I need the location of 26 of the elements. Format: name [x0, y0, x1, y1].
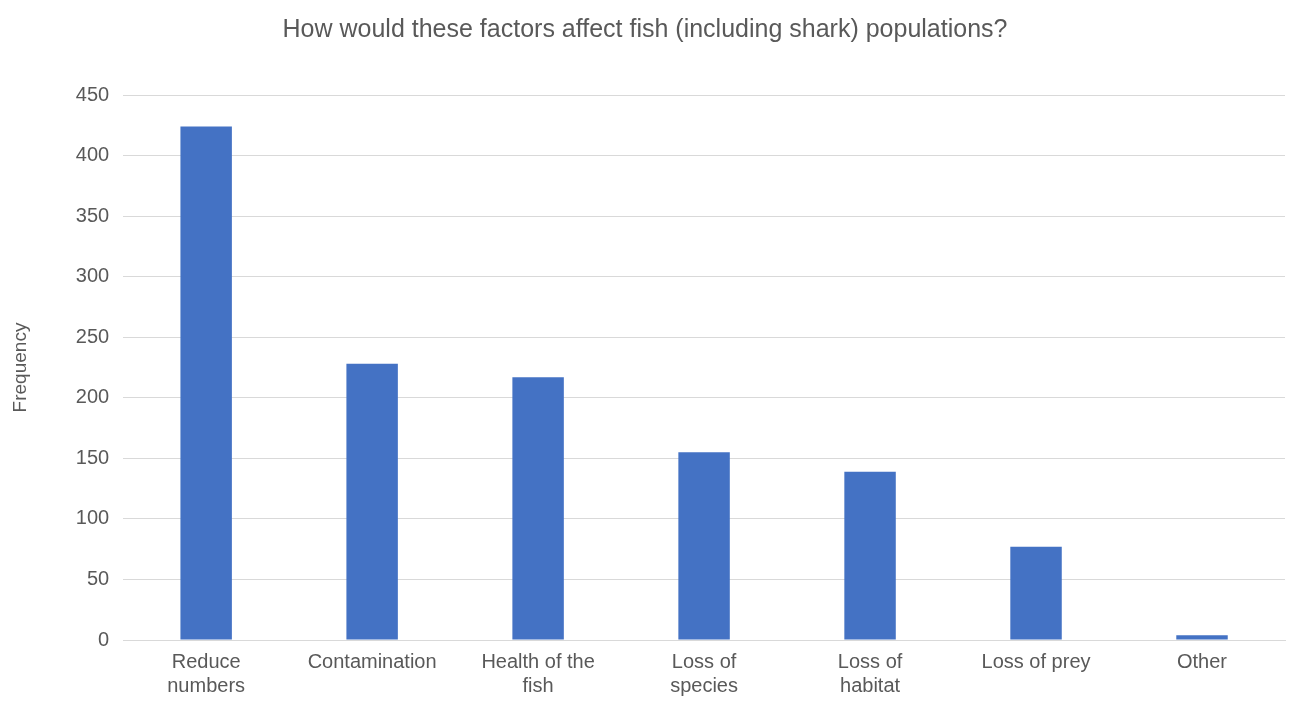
x-tick-label: Loss of habitat: [837, 649, 903, 696]
bar: [1010, 546, 1062, 640]
x-tick-label: Loss of prey: [981, 649, 1091, 672]
y-tick-label: 0: [98, 627, 110, 650]
y-tick-label: 100: [75, 506, 110, 529]
bar: [346, 363, 398, 640]
x-tick-label: Reduce numbers: [167, 649, 246, 696]
chart-title: How would these factors affect fish (including shark) populations?: [282, 13, 1008, 42]
y-axis-title: Frequency: [8, 322, 30, 413]
bar: [512, 377, 564, 640]
y-tick-label: 450: [75, 82, 110, 105]
y-tick-label: 350: [75, 203, 110, 226]
x-tick-label: Other: [1177, 649, 1228, 672]
y-tick-label: 200: [75, 385, 110, 408]
x-tick-label: Health of the fish: [481, 649, 595, 696]
bar: [844, 471, 896, 640]
bar: [180, 126, 232, 640]
y-tick-label: 150: [75, 445, 110, 468]
y-tick-label: 400: [75, 143, 110, 166]
x-tick-label: Loss of species: [670, 649, 738, 696]
x-tick-label: Contamination: [307, 649, 437, 672]
y-tick-label: 250: [75, 324, 110, 347]
y-tick-label: 300: [75, 264, 110, 287]
bar: [678, 452, 730, 640]
y-tick-label: 50: [86, 566, 110, 589]
bar: [1176, 635, 1228, 640]
